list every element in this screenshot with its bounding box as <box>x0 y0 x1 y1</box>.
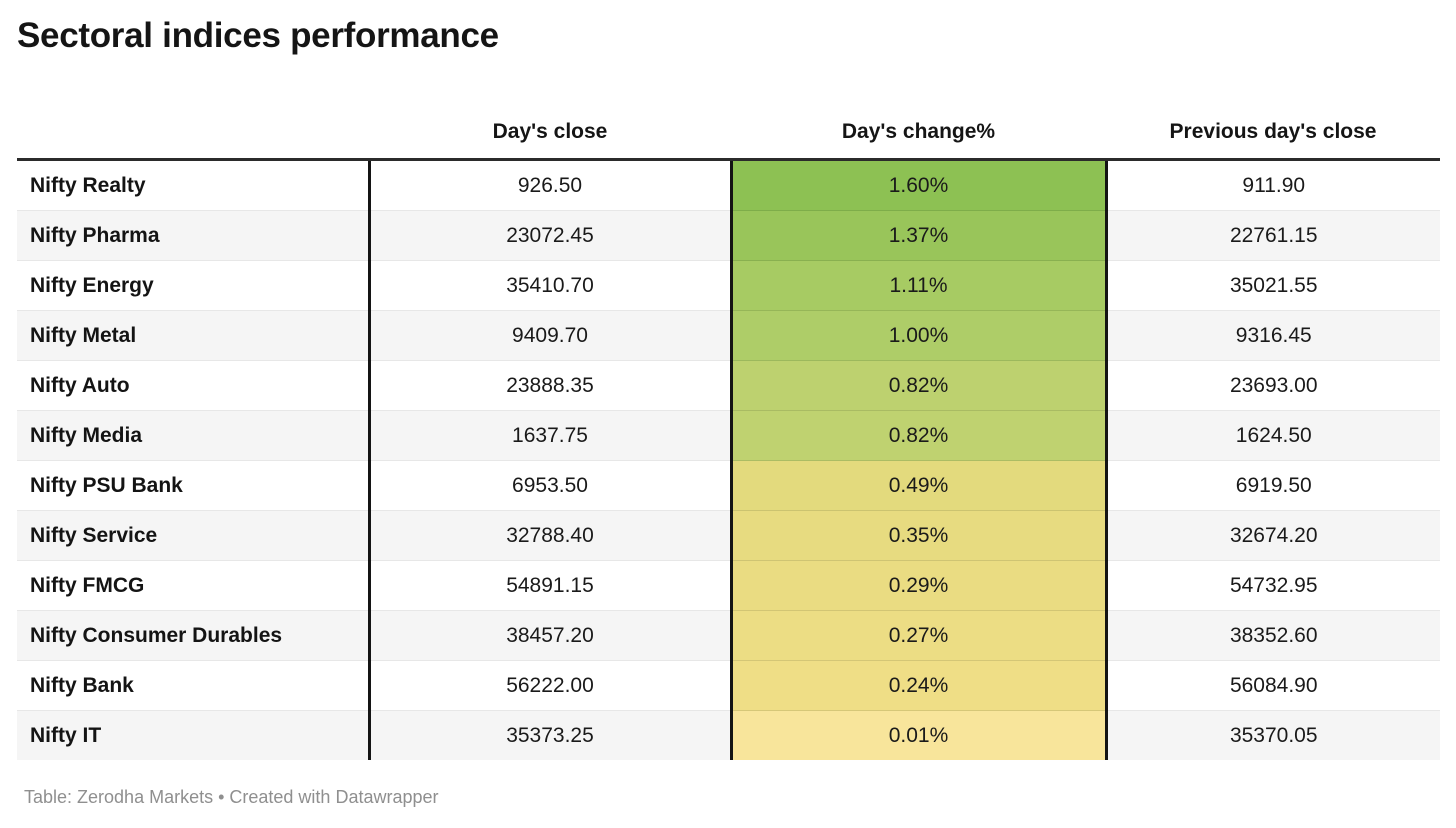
days-change-cell: 0.01% <box>729 710 1108 760</box>
days-close-cell: 23888.35 <box>369 360 731 411</box>
table-row: Nifty Bank 56222.00 0.24% 56084.90 <box>17 660 1440 711</box>
row-label: Nifty Bank <box>17 660 371 711</box>
days-close-cell: 35410.70 <box>369 260 731 311</box>
days-close-cell: 32788.40 <box>369 510 731 561</box>
days-change-cell: 1.11% <box>729 260 1108 311</box>
previous-close-cell: 35021.55 <box>1106 260 1440 311</box>
row-label: Nifty Auto <box>17 360 371 411</box>
page-title: Sectoral indices performance <box>17 16 499 55</box>
table-row: Nifty PSU Bank 6953.50 0.49% 6919.50 <box>17 460 1440 511</box>
table-row: Nifty Realty 926.50 1.60% 911.90 <box>17 159 1440 211</box>
days-close-cell: 56222.00 <box>369 660 731 711</box>
days-close-cell: 6953.50 <box>369 460 731 511</box>
previous-close-cell: 32674.20 <box>1106 510 1440 561</box>
days-change-cell: 0.82% <box>729 410 1108 461</box>
days-close-cell: 926.50 <box>517 173 583 197</box>
row-label: Nifty Energy <box>17 260 371 311</box>
previous-close-cell: 35370.05 <box>1106 710 1440 760</box>
column-header-index <box>17 106 369 161</box>
days-change-cell: 1.00% <box>729 310 1108 361</box>
table-row: Nifty IT 35373.25 0.01% 35370.05 <box>17 710 1440 760</box>
table-row: Nifty Auto 23888.35 0.82% 23693.00 <box>17 360 1440 411</box>
days-close-cell: 9409.70 <box>369 310 731 361</box>
days-change-cell: 1.37% <box>729 210 1108 261</box>
table-header: Day's close Day's change% Previous day's… <box>17 106 1440 161</box>
days-close-cell: 1637.75 <box>369 410 731 461</box>
days-change-cell: 1.60% <box>729 159 1108 211</box>
previous-close-cell: 9316.45 <box>1106 310 1440 361</box>
row-label: Nifty PSU Bank <box>17 460 371 511</box>
row-label: Nifty Service <box>17 510 371 561</box>
table-row: Nifty FMCG 54891.15 0.29% 54732.95 <box>17 560 1440 611</box>
previous-close-cell: 1624.50 <box>1106 410 1440 461</box>
row-label: Nifty FMCG <box>17 560 371 611</box>
row-label: Nifty IT <box>17 710 371 760</box>
days-change-cell: 0.24% <box>729 660 1108 711</box>
days-change-cell: 0.49% <box>729 460 1108 511</box>
footer-credit: Table: Zerodha Markets • Created with Da… <box>24 787 439 807</box>
sectoral-indices-table: Day's close Day's change% Previous day's… <box>17 106 1440 760</box>
days-close-cell: 35373.25 <box>369 710 731 760</box>
row-label: Nifty Pharma <box>17 210 371 261</box>
table-body: Nifty Realty 926.50 1.60% 911.90 Nifty P… <box>17 159 1440 760</box>
column-header-previous-close: Previous day's close <box>1106 106 1440 161</box>
previous-close-cell: 6919.50 <box>1106 460 1440 511</box>
days-change-cell: 0.29% <box>729 560 1108 611</box>
row-label: Nifty Consumer Durables <box>17 610 371 661</box>
days-close-cell: 54891.15 <box>369 560 731 611</box>
table-row: Nifty Energy 35410.70 1.11% 35021.55 <box>17 260 1440 311</box>
days-change-cell: 0.35% <box>729 510 1108 561</box>
previous-close-cell: 911.90 <box>1242 173 1306 197</box>
previous-close-cell: 38352.60 <box>1106 610 1440 661</box>
previous-close-cell: 23693.00 <box>1106 360 1440 411</box>
days-change-cell: 0.82% <box>729 360 1108 411</box>
table-row: Nifty Pharma 23072.45 1.37% 22761.15 <box>17 210 1440 261</box>
table-row: Nifty Metal 9409.70 1.00% 9316.45 <box>17 310 1440 361</box>
column-header-days-change: Day's change% <box>731 106 1106 161</box>
table-row: Nifty Media 1637.75 0.82% 1624.50 <box>17 410 1440 461</box>
previous-close-cell: 56084.90 <box>1106 660 1440 711</box>
row-label: Nifty Metal <box>17 310 371 361</box>
previous-close-cell: 22761.15 <box>1106 210 1440 261</box>
days-close-cell: 23072.45 <box>369 210 731 261</box>
days-change-cell: 0.27% <box>729 610 1108 661</box>
row-label: Nifty Media <box>17 410 371 461</box>
table-row: Nifty Service 32788.40 0.35% 32674.20 <box>17 510 1440 561</box>
row-label: Nifty Realty <box>17 159 371 211</box>
table-row: Nifty Consumer Durables 38457.20 0.27% 3… <box>17 610 1440 661</box>
previous-close-cell: 54732.95 <box>1106 560 1440 611</box>
column-header-days-close: Day's close <box>369 106 731 161</box>
days-close-cell: 38457.20 <box>369 610 731 661</box>
